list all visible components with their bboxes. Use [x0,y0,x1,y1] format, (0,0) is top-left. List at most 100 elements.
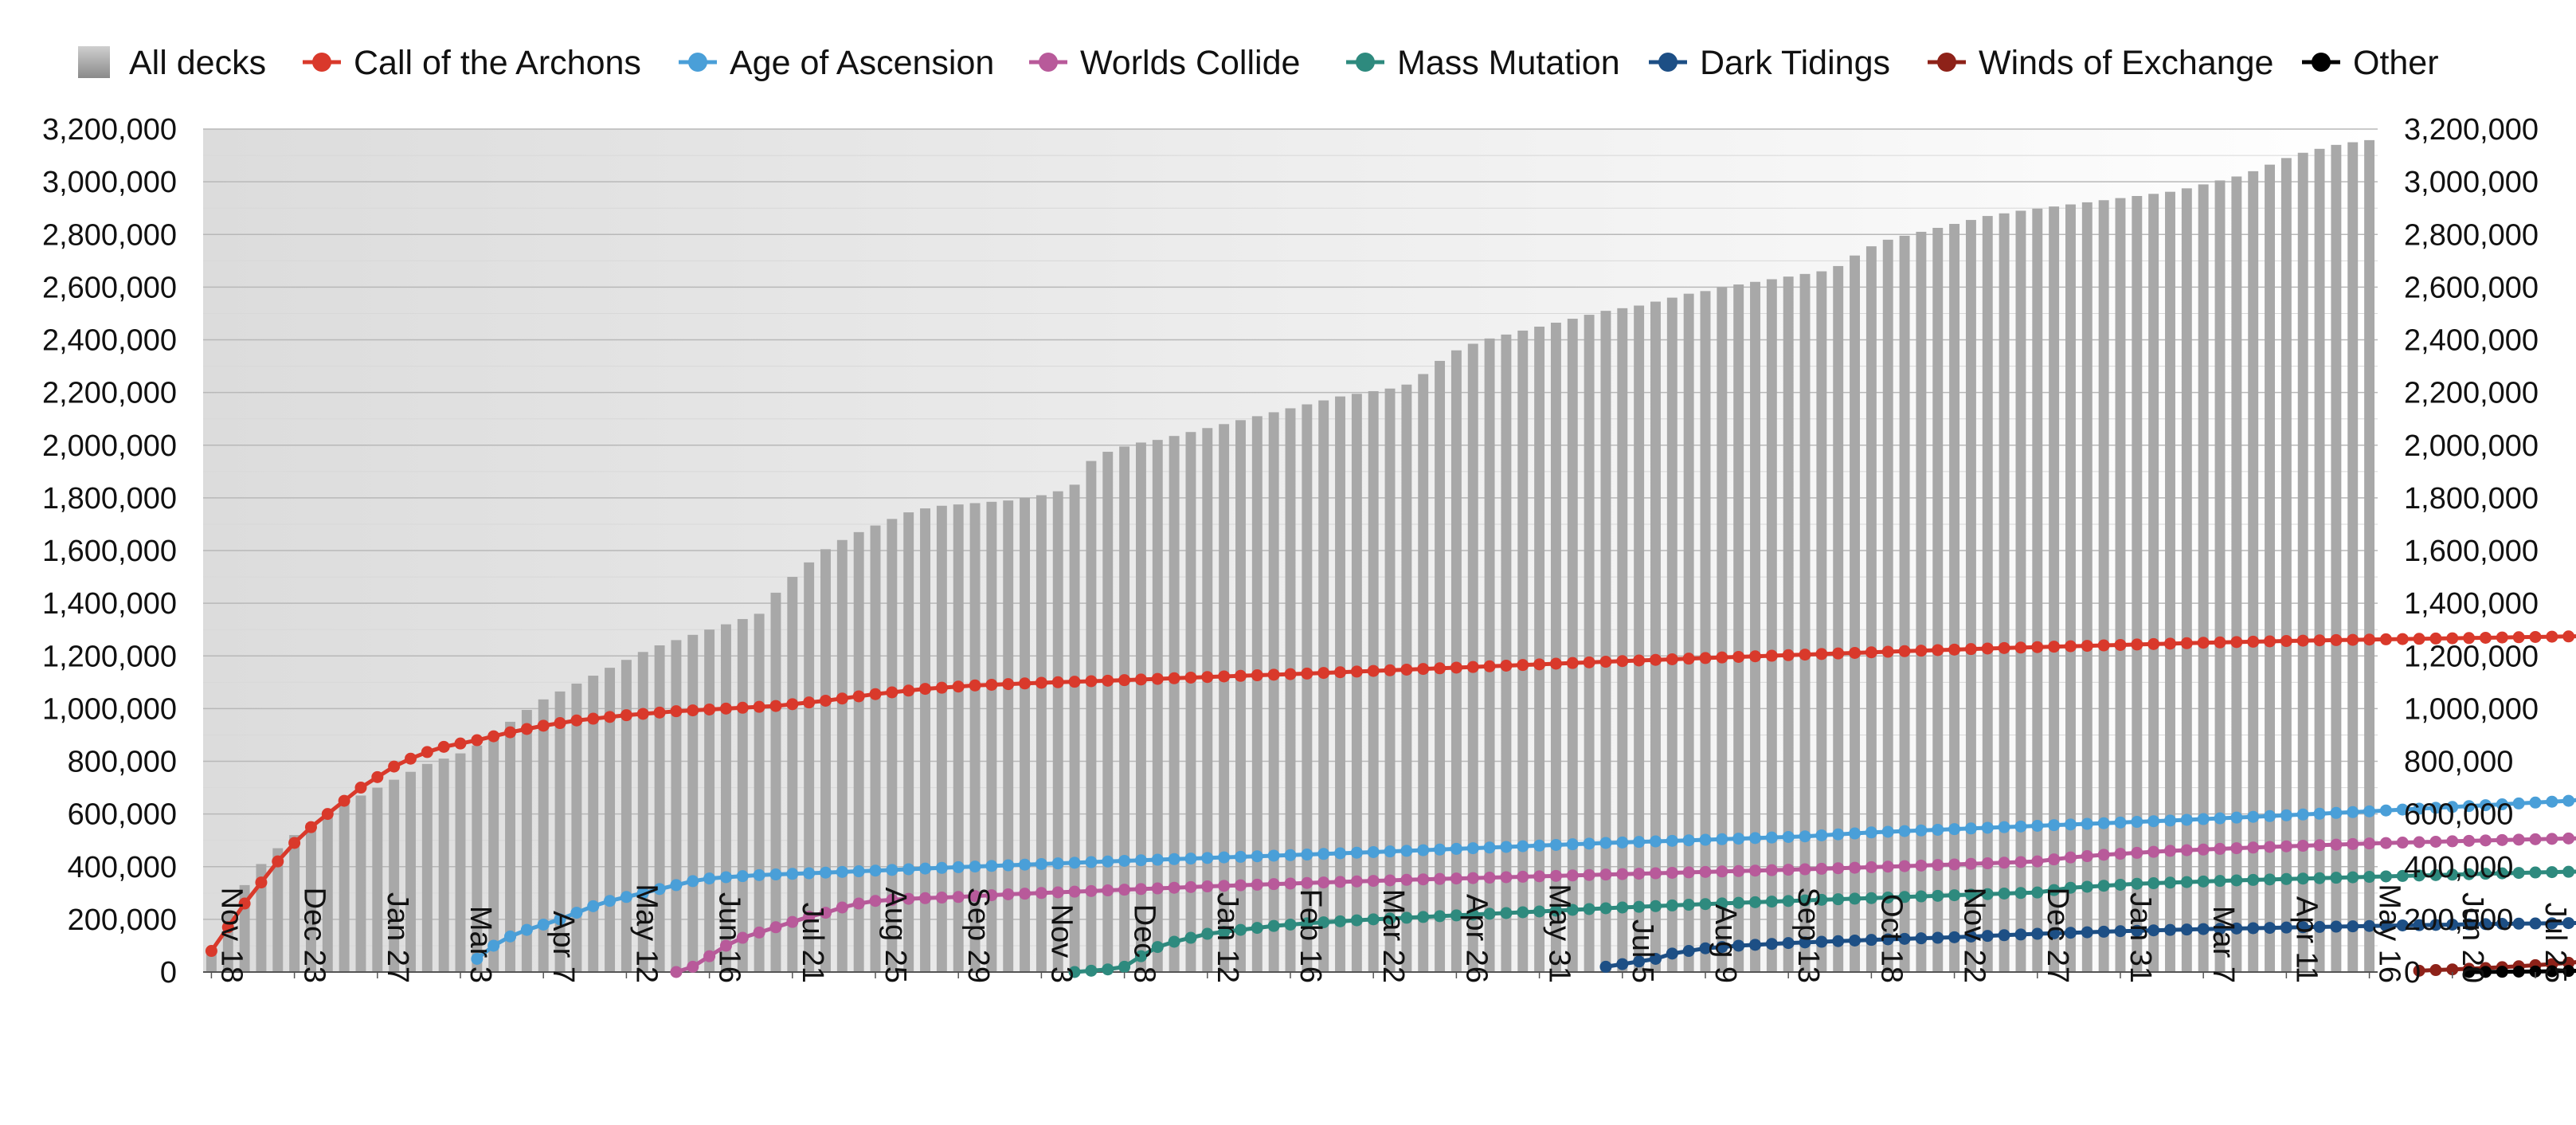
series-point [869,688,882,700]
series-point [2081,850,2093,863]
series-point [487,730,500,743]
series-point [2313,872,2326,884]
series-point [1184,931,1197,944]
series-point [1051,676,1064,688]
series-point [2048,819,2061,832]
series-point [1085,964,1098,977]
bar-all-decks [1152,440,1163,972]
series-point [1881,645,1894,658]
series-point [2529,796,2542,809]
bar-all-decks [2314,148,2325,972]
bar-all-decks [554,691,566,972]
series-point [886,864,898,876]
y-tick-label-right: 200,000 [2404,904,2513,937]
series-point [1998,929,2010,942]
series-point [1666,947,1678,960]
series-point [1799,830,1811,843]
y-tick-label-right: 600,000 [2404,798,2513,832]
bar-all-decks [1450,350,1462,973]
series-point [1102,674,1114,687]
series-point [1881,825,1894,838]
bar-all-decks [355,795,366,972]
x-tick-label: Sep 13 [1791,888,1825,983]
series-point [2396,633,2409,645]
series-point [2479,868,2492,880]
series-point [1019,677,1032,690]
series-point [1799,863,1811,876]
series-point [687,704,699,717]
series-point [2429,919,2442,931]
series-point [1699,865,1712,878]
series-point [2562,630,2575,643]
series-point [1616,655,1629,668]
series-point [454,737,467,750]
bar-all-decks [2198,184,2209,972]
series-point [1466,908,1479,921]
bar-all-decks [770,592,781,972]
bar-all-decks [1899,235,1910,972]
series-point [1184,853,1197,865]
series-point [1981,857,1994,870]
series-point [2147,924,2160,937]
bar-all-decks [2032,208,2043,973]
y-tick-label-right: 0 [2404,956,2421,990]
series-point [1102,855,1114,868]
series-point [1317,667,1330,680]
series-point [1948,643,1961,656]
series-point [852,865,865,878]
series-point [1749,939,1762,951]
bar-all-decks [1949,224,1960,972]
series-point [919,862,932,875]
series-point [2463,834,2476,847]
series-point [2429,868,2442,881]
series-point [769,868,782,881]
series-point [1151,853,1164,866]
bar-all-decks [2115,198,2126,972]
series-point [1151,882,1164,895]
series-point [1732,864,1745,877]
series-point [1666,834,1678,847]
series-point [1649,835,1662,848]
series-point [1218,926,1231,939]
series-point [1201,927,1214,940]
series-point [1201,671,1214,684]
legend-item: Winds of Exchange [1928,44,2273,82]
series-point [2347,920,2359,933]
series-point [570,714,583,727]
series-point [2296,808,2309,821]
series-point [1616,868,1629,880]
series-point [1865,892,1877,904]
series-point [1184,671,1197,684]
series-point [2379,633,2392,645]
bar-all-decks [1185,432,1196,972]
series-point [1068,676,1081,688]
series-point [2064,927,2077,939]
bar-all-decks [1484,338,1495,973]
series-point [1134,854,1147,867]
series-point [1948,889,1961,902]
legend-marker [1039,53,1058,72]
series-point [2562,917,2575,930]
bar-all-decks [1850,255,1861,972]
series-point [1633,955,1646,968]
legend-label: All decks [129,44,266,82]
bar-all-decks [571,683,582,972]
series-point [487,939,500,952]
series-point [1051,857,1064,870]
y-tick-label-right: 2,000,000 [2404,429,2539,463]
series-point [2529,630,2542,643]
series-point [2247,810,2260,823]
series-point [1417,911,1430,923]
series-point [2446,632,2459,645]
series-point [2479,966,2492,978]
series-point [1865,860,1877,873]
series-point [2529,866,2542,879]
series-point [2529,917,2542,930]
series-point [1649,952,1662,965]
series-point [2379,837,2392,849]
bar-all-decks [920,508,930,972]
series-point [1749,650,1762,663]
series-point [1500,841,1513,853]
series-point [1201,852,1214,864]
series-point [852,897,865,910]
